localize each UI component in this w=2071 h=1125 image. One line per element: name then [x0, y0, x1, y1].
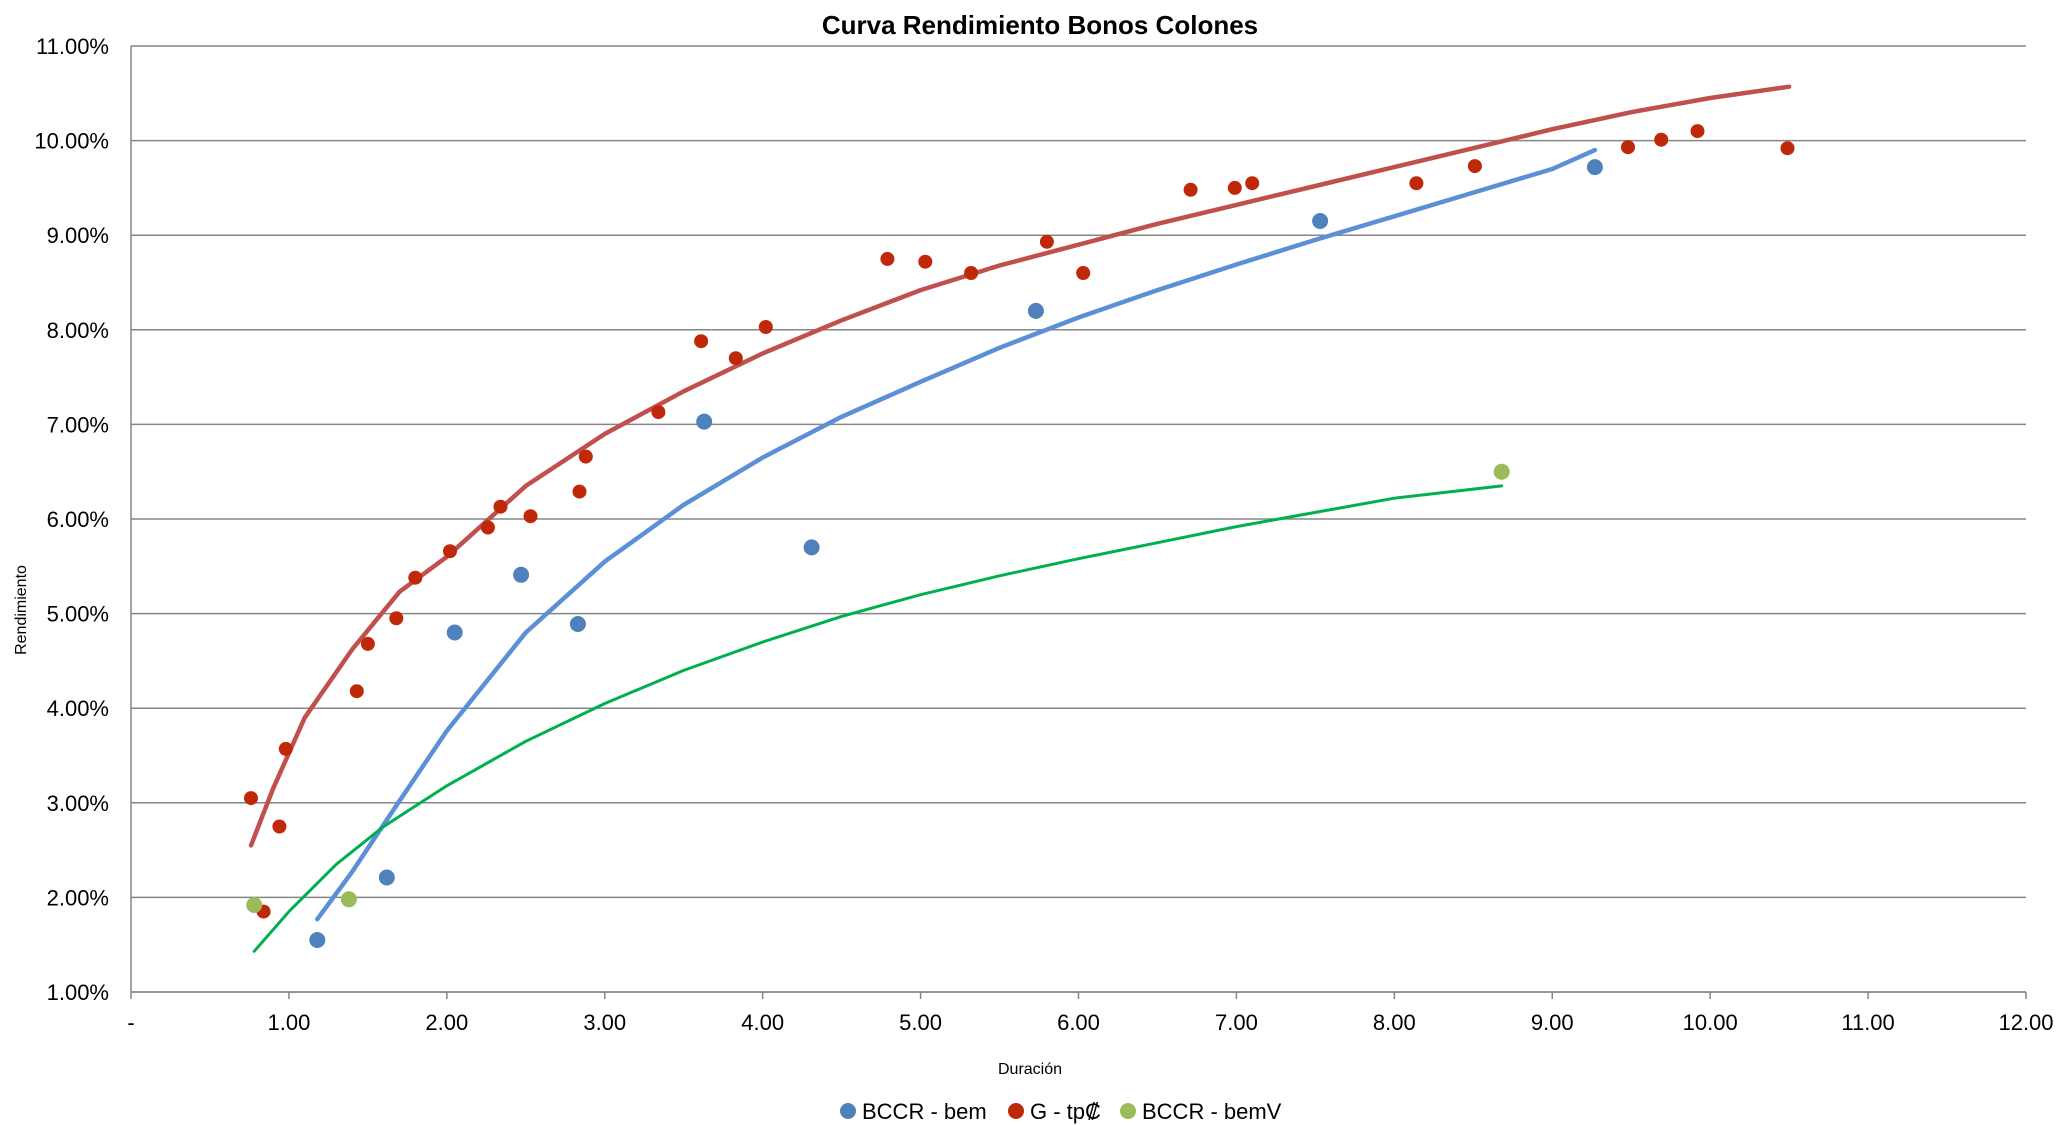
- data-point: [1621, 140, 1635, 155]
- x-tick-label: 3.00: [583, 1010, 626, 1035]
- y-tick-label: 5.00%: [47, 602, 109, 627]
- data-point: [1076, 266, 1091, 280]
- y-axis-title: Rendimiento: [13, 565, 30, 655]
- data-point: [340, 891, 357, 908]
- chart-title: Curva Rendimiento Bonos Colones: [822, 10, 1258, 40]
- y-tick-labels: 1.00% 2.00% 3.00% 4.00% 5.00% 6.00% 7.00% 8.00%…: [34, 34, 109, 1005]
- data-point: [1027, 302, 1044, 319]
- x-tick-label: 2.00: [425, 1010, 468, 1035]
- data-point: [1467, 159, 1482, 174]
- data-points: [244, 124, 1795, 948]
- data-point: [880, 251, 895, 266]
- data-point: [1586, 159, 1603, 176]
- y-tick-label: 3.00%: [47, 791, 109, 816]
- data-point: [1409, 176, 1424, 191]
- data-point: [651, 405, 666, 420]
- data-point: [523, 509, 538, 524]
- legend-marker: [840, 1103, 856, 1119]
- y-tick-label: 4.00%: [47, 696, 109, 721]
- trend-line: [315, 147, 1598, 922]
- data-point: [1312, 213, 1329, 229]
- data-point: [918, 254, 933, 269]
- x-tick-label: 10.00: [1683, 1010, 1738, 1035]
- data-point: [803, 539, 820, 556]
- x-tick-label: 1.00: [268, 1010, 311, 1035]
- x-tick-label: 11.00: [1841, 1010, 1894, 1035]
- data-point: [1227, 180, 1242, 195]
- y-tick-label: 1.00%: [47, 980, 109, 1005]
- data-point: [578, 449, 593, 464]
- legend-label: BCCR - bem: [862, 1099, 987, 1124]
- data-point: [446, 624, 463, 641]
- data-point: [1039, 234, 1054, 249]
- data-point: [278, 741, 293, 756]
- trend-lines: [248, 84, 1792, 953]
- y-tick-label: 2.00%: [47, 885, 109, 910]
- data-point: [1493, 463, 1510, 480]
- x-tick-label: 12.00: [1998, 1010, 2053, 1035]
- data-point: [244, 791, 258, 806]
- data-point: [1654, 132, 1669, 147]
- data-point: [964, 266, 979, 280]
- y-tick-label: 9.00%: [47, 223, 109, 248]
- data-point: [758, 320, 773, 334]
- data-point: [443, 544, 457, 559]
- data-point: [1245, 176, 1260, 191]
- data-point: [728, 351, 743, 366]
- x-tick-label: -: [127, 1010, 134, 1035]
- data-point: [480, 520, 495, 535]
- legend-marker: [1008, 1103, 1024, 1119]
- data-point: [569, 616, 586, 632]
- axes: [130, 46, 2027, 999]
- y-tick-label: 6.00%: [47, 507, 109, 532]
- data-point: [246, 897, 263, 913]
- data-point: [696, 413, 713, 430]
- x-tick-label: 7.00: [1215, 1010, 1258, 1035]
- x-tick-label: 6.00: [1057, 1010, 1100, 1035]
- legend: BCCR - bem G - tp₡ BCCR - bemV: [840, 1099, 1282, 1124]
- data-point: [378, 869, 395, 886]
- y-tick-label: 10.00%: [34, 129, 109, 154]
- y-tick-label: 7.00%: [47, 412, 109, 437]
- data-point: [408, 570, 423, 585]
- data-point: [1690, 124, 1705, 139]
- data-point: [349, 684, 364, 699]
- y-tick-label: 11.00%: [36, 34, 109, 59]
- x-tick-label: 9.00: [1531, 1010, 1574, 1035]
- data-point: [572, 484, 587, 499]
- gridlines: [131, 45, 2026, 993]
- legend-label: BCCR - bemV: [1142, 1099, 1282, 1124]
- trend-line: [252, 484, 1504, 953]
- legend-marker: [1120, 1103, 1136, 1119]
- legend-label: G - tp₡: [1030, 1099, 1101, 1124]
- x-axis-title: Duración: [998, 1061, 1062, 1078]
- data-point: [1183, 182, 1198, 197]
- data-point: [694, 334, 709, 349]
- data-point: [493, 499, 508, 514]
- data-point: [272, 819, 287, 834]
- x-tick-label: 4.00: [741, 1010, 784, 1035]
- trend-line: [248, 84, 1792, 848]
- x-tick-label: 5.00: [899, 1010, 942, 1035]
- x-tick-label: 8.00: [1373, 1010, 1416, 1035]
- data-point: [360, 636, 375, 651]
- y-tick-label: 8.00%: [47, 318, 109, 343]
- data-point: [309, 932, 326, 948]
- data-point: [389, 611, 404, 626]
- data-point: [1780, 141, 1795, 156]
- data-point: [513, 566, 530, 583]
- x-tick-labels: - 1.00 2.00 3.00 4.00 5.00 6.00 7.00 8.00 9.00 10.…: [127, 1010, 2053, 1035]
